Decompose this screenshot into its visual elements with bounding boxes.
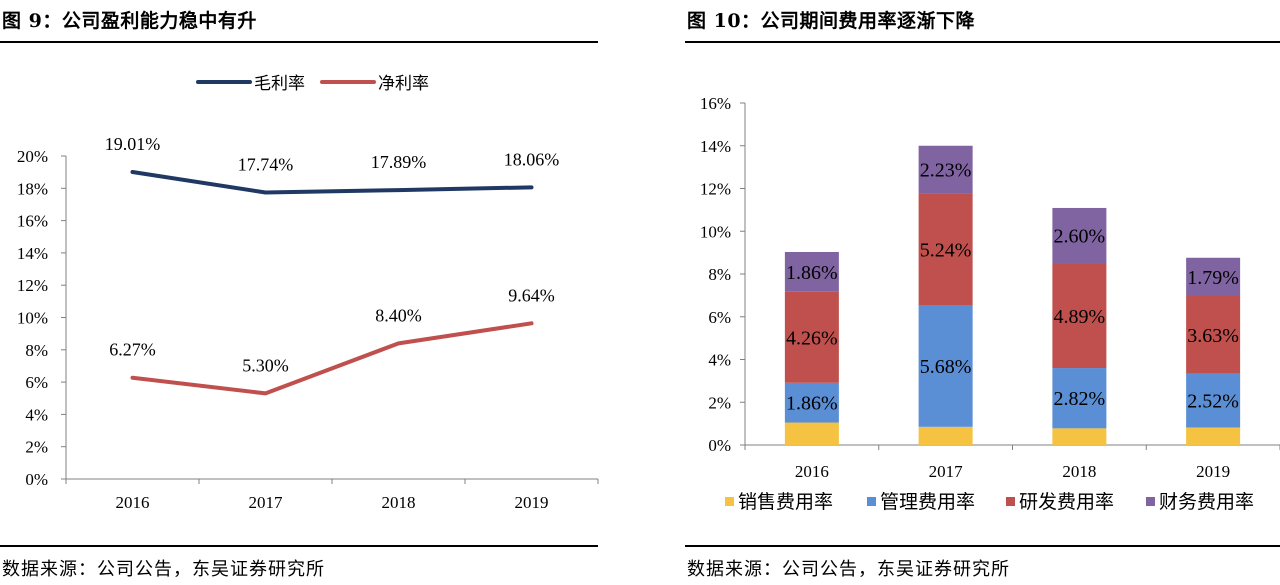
- series-line-1: [130, 321, 534, 396]
- bar-segment: [784, 251, 839, 292]
- data-point: [397, 341, 400, 345]
- y-tick-label: 8%: [708, 265, 731, 284]
- y-tick-label: 16%: [17, 212, 48, 231]
- figure-10-bottom-rule: [685, 545, 1280, 547]
- bar-segment: [1052, 263, 1107, 369]
- series-line-0: [130, 169, 534, 195]
- y-tick-label: 4%: [708, 351, 731, 370]
- data-point: [131, 170, 134, 174]
- legend-label: 财务费用率: [1159, 491, 1254, 513]
- figure-10-source: 数据来源：公司公告，东吴证券研究所: [687, 559, 1010, 580]
- bar-segment: [1186, 257, 1241, 297]
- bar-segment: [918, 145, 973, 194]
- data-label: 2.82%: [1054, 388, 1106, 410]
- bar-segment: [1186, 296, 1241, 374]
- x-tick-label: 2016: [116, 493, 150, 512]
- figure-9-panel: 图 9：公司盈利能力稳中有升 0% 2% 4% 6% 8% 10% 12% 14% 16% 18%…: [0, 0, 599, 585]
- figure-9-source: 数据来源：公司公告，东吴证券研究所: [2, 559, 325, 580]
- data-point: [397, 188, 400, 192]
- data-label: 19.01%: [105, 134, 161, 154]
- legend-swatch: [1146, 497, 1155, 506]
- bar-segment: [1186, 427, 1241, 445]
- figure-9-bottom-rule: [0, 545, 598, 547]
- x-tick-label: 2019: [1196, 462, 1230, 481]
- y-tick-label: 0%: [25, 470, 48, 489]
- x-tick-label: 2017: [249, 493, 284, 512]
- data-label: 2.23%: [920, 160, 972, 182]
- bar-segment: [918, 426, 973, 445]
- x-tick-label: 2019: [515, 493, 549, 512]
- data-label: 4.89%: [1054, 306, 1106, 328]
- x-tick-label: 2018: [1062, 462, 1096, 481]
- data-label: 8.40%: [375, 305, 422, 325]
- data-label: 17.74%: [238, 154, 294, 174]
- y-tick-label: 2%: [708, 393, 731, 412]
- legend-label: 研发费用率: [1019, 491, 1114, 513]
- bar-segment: [784, 382, 839, 423]
- data-label: 1.86%: [786, 262, 838, 284]
- y-tick-label: 10%: [17, 309, 48, 328]
- y-tick-label: 14%: [700, 137, 731, 156]
- y-tick-label: 12%: [17, 276, 48, 295]
- bar-segment: [784, 291, 839, 383]
- legend-swatch: [725, 497, 734, 506]
- data-label: 2.52%: [1187, 391, 1239, 413]
- bar-segment: [918, 193, 973, 306]
- y-tick-label: 0%: [708, 436, 731, 455]
- legend-label: 毛利率: [254, 74, 305, 94]
- data-label: 5.24%: [920, 239, 972, 261]
- y-tick-label: 8%: [25, 341, 48, 360]
- data-point: [530, 321, 533, 325]
- bar-segment: [918, 305, 973, 427]
- data-point: [264, 190, 267, 194]
- figure-10-top-rule: [685, 41, 1280, 43]
- legend-label: 净利率: [378, 74, 429, 94]
- figure-9-title: 图 9：公司盈利能力稳中有升: [2, 10, 257, 32]
- bar-segment: [784, 422, 839, 445]
- x-tick-label: 2017: [929, 462, 964, 481]
- y-tick-label: 16%: [700, 94, 731, 113]
- data-label: 17.89%: [371, 152, 427, 172]
- data-point: [131, 376, 134, 380]
- data-label: 1.79%: [1187, 267, 1239, 289]
- bar-segment: [1052, 368, 1107, 429]
- x-tick-label: 2018: [382, 493, 416, 512]
- data-label: 4.26%: [786, 327, 838, 349]
- data-label: 5.68%: [920, 356, 972, 378]
- y-tick-label: 6%: [25, 373, 48, 392]
- data-point: [264, 391, 267, 395]
- bar-segment: [1186, 373, 1241, 428]
- y-tick-label: 2%: [25, 438, 48, 457]
- y-tick-label: 12%: [700, 180, 731, 199]
- data-point: [530, 185, 533, 189]
- y-tick-label: 14%: [17, 244, 48, 263]
- legend-swatch: [1006, 497, 1015, 506]
- legend-label: 管理费用率: [880, 491, 975, 513]
- bar-segment: [1052, 428, 1107, 445]
- data-label: 5.30%: [242, 355, 289, 375]
- bar-segment: [1052, 207, 1107, 264]
- y-tick-label: 18%: [17, 179, 48, 198]
- figure-9-top-rule: [0, 41, 598, 43]
- y-tick-label: 10%: [700, 222, 731, 241]
- y-tick-label: 20%: [17, 147, 48, 166]
- figure-10-panel: 图 10：公司期间费用率逐渐下降 0% 2% 4% 6% 8% 10% 12% 14% 16% 2…: [685, 0, 1280, 585]
- legend-label: 销售费用率: [738, 491, 833, 513]
- figure-10-title: 图 10：公司期间费用率逐渐下降: [687, 10, 976, 32]
- data-label: 2.60%: [1054, 226, 1106, 248]
- data-label: 3.63%: [1187, 325, 1239, 347]
- data-label: 6.27%: [109, 340, 156, 360]
- y-tick-label: 4%: [25, 405, 48, 424]
- expense-ratio-bar-chart: 0% 2% 4% 6% 8% 10% 12% 14% 16% 2016 2017 2018 2019 1.…: [700, 94, 1280, 513]
- data-label: 9.64%: [508, 285, 555, 305]
- x-tick-label: 2016: [795, 462, 829, 481]
- legend-swatch: [867, 497, 876, 506]
- data-label: 1.86%: [786, 393, 838, 415]
- data-label: 18.06%: [504, 149, 560, 169]
- profitability-line-chart: 0% 2% 4% 6% 8% 10% 12% 14% 16% 18% 20% 2016 2017 2018…: [17, 74, 599, 512]
- y-tick-label: 6%: [708, 308, 731, 327]
